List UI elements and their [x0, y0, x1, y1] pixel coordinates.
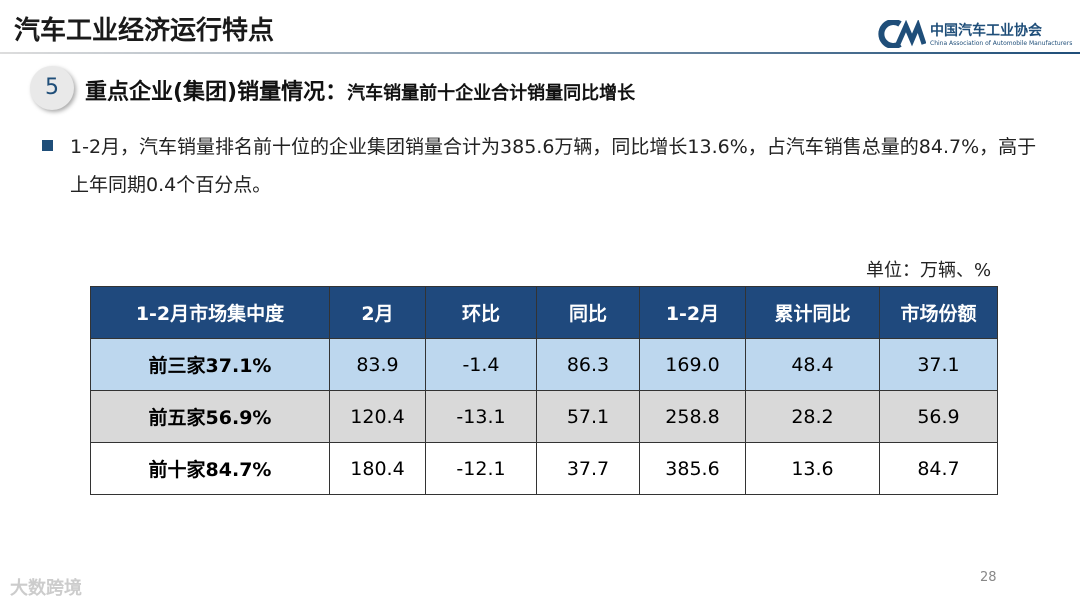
- logo-cn: 中国汽车工业协会: [930, 23, 1042, 39]
- table-cell: 48.4: [745, 338, 880, 391]
- data-table: 1-2月市场集中度 2月 环比 同比 1-2月 累计同比 市场份额 前三家37.1% 83.9-…: [90, 286, 998, 495]
- table-row: 前五家56.9% 120.4 -13.1 57.1 258.8 28.2 56.9: [90, 390, 998, 443]
- table-cell: 83.9: [329, 338, 426, 391]
- table-cell: 169.0: [639, 338, 746, 391]
- table-cell: 86.3: [536, 338, 640, 391]
- slide-title: 汽车工业经济运行特点: [14, 16, 275, 46]
- bullet-marker: [42, 140, 53, 151]
- section-number: 5: [30, 66, 74, 110]
- unit-label: 单位：万辆、%: [866, 260, 992, 281]
- heading-main: 重点企业(集团)销量情况：: [85, 80, 348, 105]
- table-row: 前十家84.7% 180.4 -12.1 37.7 385.6 13.6 84.7: [90, 442, 998, 495]
- table-cell: 37.1: [879, 338, 998, 391]
- header-cell: 环比: [425, 286, 537, 339]
- table-cell: -1.4: [425, 338, 537, 391]
- table-cell: -12.1: [425, 442, 537, 495]
- page-number: 28: [980, 570, 997, 585]
- table-cell: 180.4: [329, 442, 426, 495]
- header-cell: 累计同比: [745, 286, 880, 339]
- table-cell: 56.9: [879, 390, 998, 443]
- table-cell: 37.7: [536, 442, 640, 495]
- table-cell: 前十家84.7%: [90, 442, 330, 495]
- logo-icon: [878, 20, 926, 48]
- table-cell: 120.4: [329, 390, 426, 443]
- section-heading: 重点企业(集团)销量情况：汽车销量前十企业合计销量同比增长: [85, 74, 635, 106]
- header-row: 1-2月市场集中度 2月 环比 同比 1-2月 累计同比 市场份额: [90, 286, 998, 339]
- table-cell: 258.8: [639, 390, 746, 443]
- table-cell: 28.2: [745, 390, 880, 443]
- table-cell: 385.6: [639, 442, 746, 495]
- bullet-text: 1-2月，汽车销量排名前十位的企业集团销量合计为385.6万辆，同比增长13.6…: [70, 136, 1037, 196]
- watermark: 大数跨境: [10, 578, 82, 599]
- header-cell: 同比: [536, 286, 640, 339]
- header-cell: 市场份额: [879, 286, 998, 339]
- table-cell: -13.1: [425, 390, 537, 443]
- table-row: 前三家37.1% 83.9 -1.4 86.3 169.0 48.4 37.1: [90, 338, 998, 391]
- logo-en: China Association of Automobile Manufact…: [930, 40, 1073, 47]
- header-rule: [0, 52, 1080, 54]
- table-cell: 前三家37.1%: [90, 338, 330, 391]
- header-cell: 2月: [329, 286, 426, 339]
- table-cell: 前五家56.9%: [90, 390, 330, 443]
- table-cell: 13.6: [745, 442, 880, 495]
- table-cell: 84.7: [879, 442, 998, 495]
- header-cell: 1-2月: [639, 286, 746, 339]
- heading-sub: 汽车销量前十企业合计销量同比增长: [347, 83, 636, 104]
- table-cell: 57.1: [536, 390, 640, 443]
- header-cell: 1-2月市场集中度: [90, 286, 330, 339]
